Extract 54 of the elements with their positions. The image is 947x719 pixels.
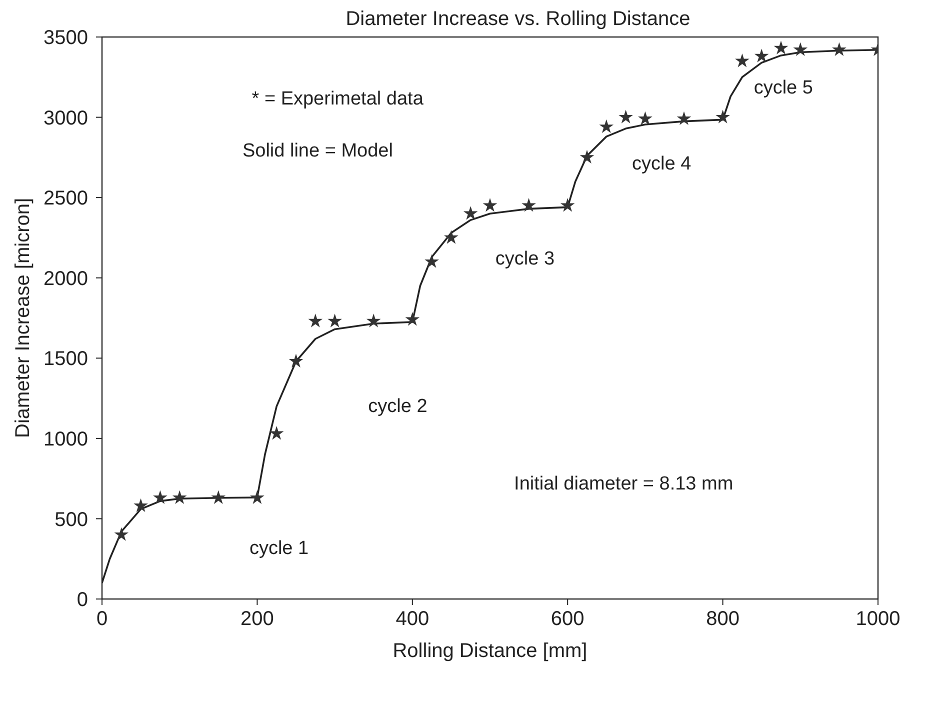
point	[134, 498, 148, 512]
x-axis-title: Rolling Distance [mm]	[392, 640, 588, 662]
annotation: cycle 2	[368, 396, 428, 417]
point	[250, 490, 264, 504]
annotation: Solid line = Model	[242, 140, 393, 162]
y-tick-label: 2000	[44, 268, 88, 290]
point	[716, 110, 730, 124]
point	[366, 314, 381, 328]
point	[599, 119, 614, 134]
annotation: cycle 4	[632, 154, 692, 175]
point	[793, 42, 808, 56]
y-tick-label: 0	[76, 589, 88, 612]
point	[463, 206, 478, 220]
y-tick-label: 3500	[44, 27, 88, 50]
point	[735, 54, 750, 68]
annotation: * = Experimetal data	[252, 88, 424, 110]
x-tick-label: 0	[96, 608, 108, 630]
chart-title: Diameter Increase vs. Rolling Distance	[346, 8, 690, 30]
annotation: Initial diameter = 8.13 mm	[514, 474, 734, 495]
annotation: cycle 3	[495, 248, 555, 270]
point	[405, 312, 420, 326]
point	[211, 490, 226, 504]
y-tick-label: 1000	[44, 428, 88, 451]
x-tick-label: 1000	[856, 608, 900, 630]
point	[774, 40, 788, 54]
point	[153, 490, 168, 504]
y-tick-label: 2500	[44, 188, 88, 210]
point	[580, 150, 594, 164]
point	[288, 354, 304, 368]
point	[754, 48, 769, 62]
point	[676, 111, 692, 125]
point	[114, 527, 129, 541]
point	[308, 314, 323, 328]
point	[172, 490, 187, 504]
x-tick-label: 600	[550, 608, 584, 630]
x-tick-label: 400	[396, 608, 430, 630]
y-tick-label: 3000	[44, 107, 88, 130]
annotation: cycle 1	[249, 538, 309, 559]
y-tick-label: 1500	[44, 348, 88, 370]
point	[522, 198, 536, 212]
point	[482, 198, 498, 212]
point	[328, 314, 342, 328]
y-axis-title: Diameter Increase [micron]	[12, 198, 34, 438]
point	[444, 230, 458, 244]
x-tick-label: 800	[706, 608, 740, 630]
point	[560, 198, 575, 212]
point	[424, 254, 439, 268]
x-tick-label: 200	[240, 608, 274, 630]
y-tick-label: 500	[54, 508, 88, 531]
point	[638, 111, 652, 125]
point	[618, 110, 633, 124]
annotation: cycle 5	[754, 77, 813, 98]
point	[832, 42, 846, 56]
point	[269, 426, 284, 440]
